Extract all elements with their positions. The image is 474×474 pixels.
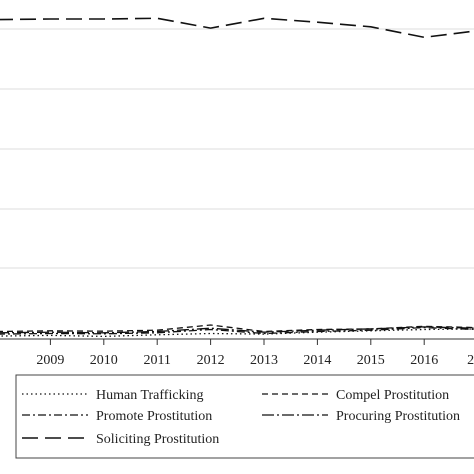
x-tick-label: 2009 (36, 353, 64, 368)
x-tick-label: 2010 (90, 353, 118, 368)
legend-label: Compel Prostitution (336, 388, 449, 403)
x-tick-label: 2015 (357, 353, 385, 368)
gridlines (0, 28, 474, 269)
legend-box (15, 374, 474, 459)
x-tick-label: 8 (0, 353, 1, 368)
x-tick-label: 201 (467, 353, 474, 368)
x-tick-label: 2011 (143, 353, 170, 368)
legend-label: Promote Prostitution (96, 409, 212, 424)
series-line-procuring-prostitution (0, 326, 474, 334)
legend: Human Trafficking Compel Prostitution Prom… (15, 374, 474, 459)
legend-label: Soliciting Prostitution (96, 432, 219, 447)
x-tick-label: 2013 (250, 353, 278, 368)
series-line-promote-prostitution (0, 326, 474, 335)
series-line-human-trafficking (0, 328, 474, 338)
series-lines (0, 17, 474, 338)
x-tick-label: 2014 (303, 353, 331, 368)
series-line-soliciting-prostitution (0, 17, 474, 39)
x-tick-label: 2016 (410, 353, 438, 368)
x-axis: 8 2009 2010 2011 2012 2013 2014 2015 2016 201 (0, 338, 474, 368)
legend-label: Procuring Prostitution (336, 409, 460, 424)
x-tick-label: 2012 (197, 353, 225, 368)
legend-label: Human Trafficking (96, 388, 203, 403)
